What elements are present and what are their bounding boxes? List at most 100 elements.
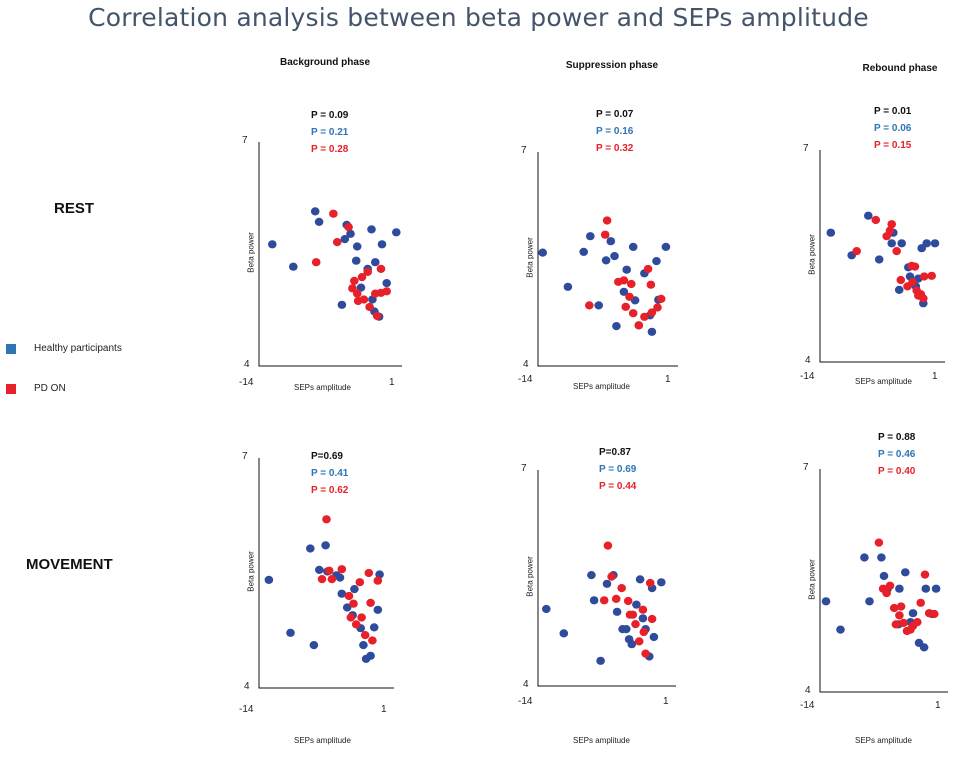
pd-point (366, 598, 375, 608)
healthy-point (350, 585, 359, 594)
healthy-point (559, 629, 569, 638)
pd-point (350, 276, 359, 285)
x-axis-label: SEPs amplitude (573, 736, 630, 745)
healthy-point (919, 643, 929, 652)
healthy-point (315, 565, 324, 575)
healthy-point (622, 625, 631, 634)
healthy-point (908, 609, 918, 618)
pd-point (882, 589, 891, 598)
pd-point (621, 302, 630, 311)
pd-point (907, 261, 916, 270)
pd-point (625, 610, 635, 619)
pd-point (357, 613, 366, 622)
healthy-point (638, 614, 648, 623)
healthy-point (904, 263, 913, 272)
pd-point (892, 247, 901, 256)
p-value-overall: P = 0.09 (311, 110, 349, 121)
healthy-point (348, 611, 357, 620)
healthy-point (601, 256, 611, 265)
healthy-point (579, 247, 588, 256)
healthy-point (627, 640, 637, 649)
healthy-point (542, 604, 551, 614)
x-tick-max: 1 (665, 374, 671, 385)
pd-point (372, 311, 382, 321)
healthy-point (894, 620, 903, 629)
healthy-point (356, 283, 366, 292)
pd-point (656, 294, 666, 303)
pd-point (906, 625, 915, 634)
healthy-point (610, 252, 619, 261)
healthy-point (826, 228, 836, 237)
healthy-point (563, 282, 573, 291)
pd-point (602, 216, 612, 225)
healthy-point (337, 300, 347, 309)
pd-point (344, 591, 354, 601)
p-value-pd: P = 0.44 (599, 481, 637, 492)
y-tick-max: 7 (242, 451, 248, 462)
healthy-point (286, 628, 295, 637)
pd-point (645, 578, 655, 588)
healthy-point (323, 567, 332, 576)
pd-point (852, 247, 861, 256)
pd-point (349, 599, 358, 608)
y-axis-label: Beta power (807, 558, 817, 600)
pd-point (647, 614, 657, 624)
pd-point (912, 286, 921, 295)
healthy-point (351, 256, 361, 265)
pd-point (327, 575, 337, 584)
pd-point (896, 602, 906, 611)
pd-point (346, 613, 356, 622)
pd-point (353, 296, 363, 306)
row-label-movement: MOVEMENT (26, 556, 113, 573)
healthy-point (375, 570, 384, 579)
x-tick-min: -14 (239, 704, 254, 715)
x-axis-label: SEPs amplitude (573, 382, 630, 391)
pd-point (882, 232, 891, 241)
pd-point (643, 264, 653, 274)
healthy-point (264, 575, 274, 585)
healthy-point (630, 296, 640, 305)
healthy-point (369, 623, 379, 632)
pd-point (357, 273, 367, 282)
healthy-point (373, 605, 383, 614)
healthy-point (371, 258, 380, 267)
healthy-point (335, 573, 345, 582)
healthy-point (363, 264, 373, 273)
legend-swatch-pd (6, 384, 16, 394)
healthy-point (661, 242, 671, 251)
healthy-point (647, 327, 657, 336)
healthy-point (865, 597, 874, 606)
axes-lines (258, 142, 402, 367)
healthy-point (538, 248, 547, 257)
x-tick-max: 1 (932, 371, 938, 382)
pd-point (368, 636, 377, 645)
p-values-rest-suppression: P = 0.07 P = 0.16 P = 0.32 (596, 106, 633, 157)
healthy-point (612, 322, 621, 331)
x-axis-label: SEPs amplitude (855, 377, 912, 386)
phase-title-suppression: Suppression phase (565, 60, 659, 71)
pd-point (619, 276, 629, 285)
healthy-point (847, 251, 856, 260)
p-value-healthy: P = 0.41 (311, 468, 349, 479)
pd-point (878, 584, 888, 593)
healthy-point (883, 585, 892, 594)
pd-point (359, 295, 369, 304)
healthy-point (602, 579, 612, 588)
healthy-point (367, 225, 376, 234)
pd-point (332, 238, 342, 247)
pd-point (324, 566, 334, 575)
pd-point (896, 275, 906, 285)
pd-point (355, 578, 365, 587)
pd-point (617, 584, 626, 593)
y-tick-max: 7 (521, 145, 527, 156)
healthy-point (901, 568, 910, 577)
pd-point (352, 289, 362, 298)
healthy-point (905, 272, 915, 281)
pd-point (908, 621, 918, 630)
healthy-point (352, 242, 362, 251)
healthy-point (587, 571, 596, 580)
healthy-point (306, 544, 315, 553)
p-value-healthy: P = 0.16 (596, 126, 634, 137)
healthy-point (894, 285, 904, 294)
pd-point (599, 596, 609, 605)
